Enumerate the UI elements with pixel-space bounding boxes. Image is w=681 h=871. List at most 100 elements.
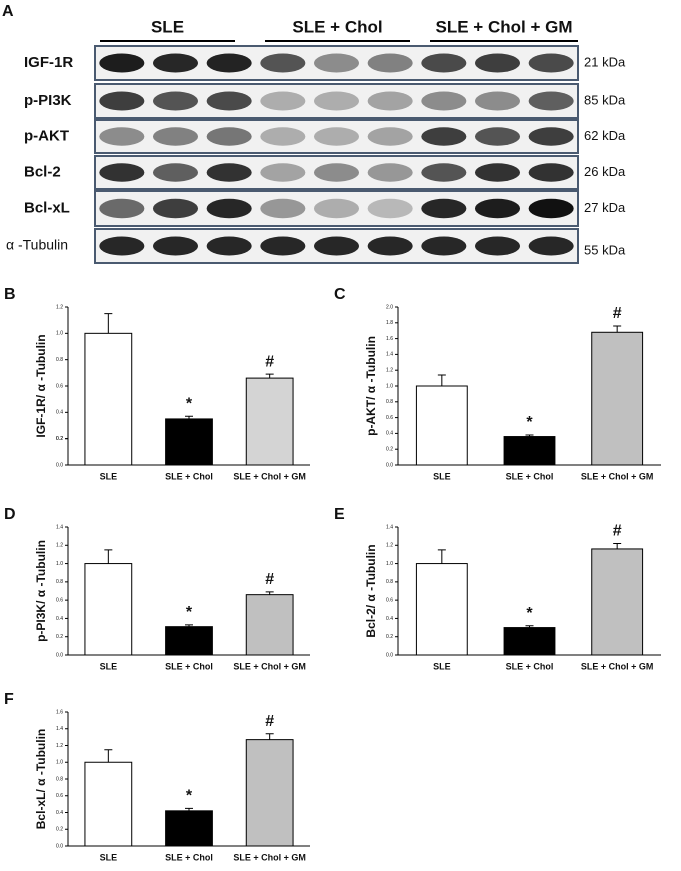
band (528, 91, 574, 111)
band (152, 127, 199, 146)
band (313, 127, 360, 146)
x-tick-label: SLE + Chol (506, 471, 554, 481)
y-tick-label: 0.6 (56, 793, 63, 799)
y-tick-label: 0.6 (386, 415, 393, 421)
y-tick-label: 1.2 (386, 543, 393, 549)
x-tick-label: SLE + Chol + GM (233, 661, 306, 671)
error-bar (185, 415, 193, 419)
y-tick-label: 0.4 (56, 616, 63, 622)
panel-label: E (334, 506, 345, 523)
y-tick-label: 0.0 (56, 843, 63, 849)
band (206, 236, 252, 256)
x-tick-label: SLE (100, 852, 118, 862)
y-tick-label: 1.4 (56, 524, 63, 530)
error-bar (525, 434, 534, 437)
significance-mark: * (186, 396, 193, 413)
bar (415, 385, 468, 466)
bar (165, 418, 213, 466)
band (313, 163, 360, 182)
error-bar (265, 733, 274, 740)
y-tick-label: 1.4 (386, 352, 393, 358)
x-tick-label: SLE (433, 661, 451, 671)
band (474, 53, 521, 73)
band (421, 236, 467, 256)
y-tick-label: 0.4 (56, 410, 63, 416)
significance-mark: * (526, 605, 533, 622)
error-bar (437, 374, 446, 386)
band (260, 91, 306, 111)
band (367, 127, 413, 146)
y-tick-label: 2.0 (386, 304, 393, 310)
band (421, 53, 467, 73)
y-tick-label: 0.0 (386, 652, 393, 658)
y-tick-label: 0.2 (56, 634, 63, 640)
band (313, 91, 360, 111)
panel-label: B (4, 286, 16, 303)
significance-mark: # (613, 305, 622, 322)
bar (503, 436, 556, 466)
size-label: 26 kDa (584, 164, 626, 179)
y-tick-label: 1.6 (386, 336, 393, 342)
size-label: 85 kDa (584, 92, 626, 107)
bar (415, 563, 468, 656)
band (474, 163, 521, 182)
bar (591, 331, 644, 466)
band (152, 91, 199, 111)
band (99, 127, 145, 146)
band (313, 53, 360, 73)
band (260, 198, 306, 219)
band (528, 53, 574, 73)
bar (84, 761, 133, 847)
band (206, 91, 252, 111)
y-tick-label: 1.8 (386, 320, 393, 326)
bar (591, 548, 644, 656)
significance-mark: # (613, 523, 622, 540)
band (421, 163, 467, 182)
y-tick-label: 0.6 (56, 597, 63, 603)
error-bar (185, 807, 193, 811)
bar (84, 332, 133, 466)
bar (503, 627, 556, 656)
band (152, 198, 199, 219)
band (99, 53, 145, 73)
panel-label: F (4, 691, 14, 708)
band (152, 53, 199, 73)
y-axis-label: p-PI3K/ α -Tubulin (34, 540, 48, 642)
error-bar (185, 624, 193, 627)
error-bar (104, 549, 113, 564)
x-tick-label: SLE + Chol + GM (233, 852, 306, 862)
band (421, 127, 467, 146)
band (474, 127, 521, 146)
y-tick-label: 0.6 (56, 383, 63, 389)
significance-mark: * (186, 604, 193, 621)
size-label: 21 kDa (584, 54, 626, 69)
panel-label: D (4, 506, 16, 523)
row-label: α -Tubulin (6, 237, 68, 253)
x-tick-label: SLE + Chol + GM (581, 471, 654, 481)
band (99, 198, 145, 219)
significance-mark: # (265, 571, 274, 588)
band (206, 198, 252, 219)
error-bar (265, 373, 274, 379)
error-bar (104, 313, 113, 334)
band (474, 198, 521, 219)
band (474, 236, 521, 256)
x-tick-label: SLE + Chol + GM (233, 471, 306, 481)
panel-label: A (2, 3, 14, 20)
y-tick-label: 0.8 (386, 579, 393, 585)
bar (245, 377, 294, 466)
band (99, 163, 145, 182)
group-label: SLE + Chol + GM (436, 17, 573, 36)
y-tick-label: 1.0 (386, 383, 393, 389)
y-tick-label: 0.0 (386, 462, 393, 468)
bar (165, 626, 213, 656)
band (528, 198, 574, 219)
y-tick-label: 0.4 (386, 431, 393, 437)
band (260, 236, 306, 256)
y-tick-label: 0.2 (386, 447, 393, 453)
band (528, 163, 574, 182)
panel-label: C (334, 286, 346, 303)
band (260, 127, 306, 146)
significance-mark: * (186, 788, 193, 805)
